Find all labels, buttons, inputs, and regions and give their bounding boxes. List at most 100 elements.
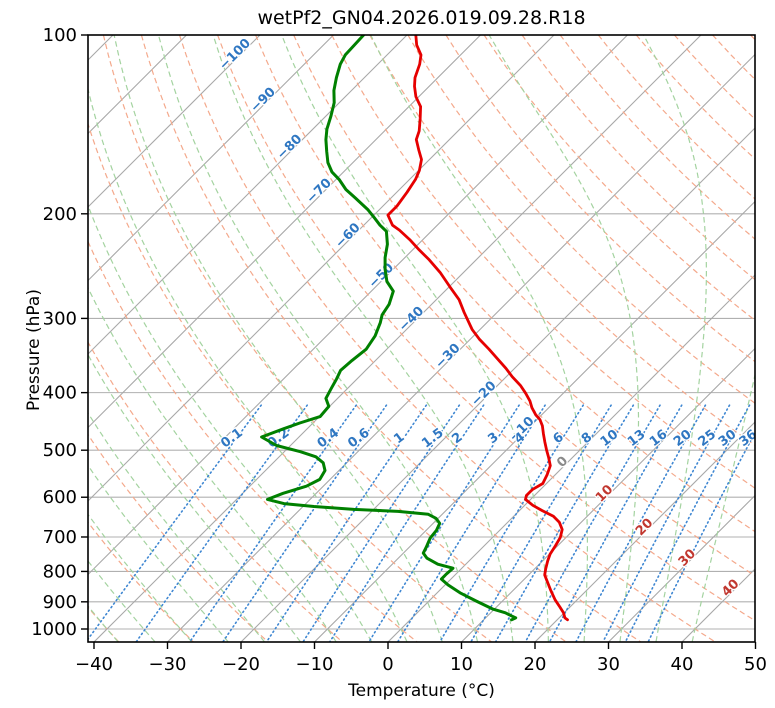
moist-adiabat-line [88, 464, 229, 642]
mixing-ratio-line [524, 404, 661, 642]
mixing-ratio-line [439, 404, 585, 642]
y-tick-label: 300 [43, 308, 77, 329]
moist-adiabat-line [281, 35, 549, 642]
x-tick-label: −40 [75, 654, 113, 675]
isotherm-label: −30 [433, 341, 464, 372]
dry-adiabat-line [483, 35, 755, 322]
dry-adiabat-line [102, 35, 567, 642]
y-axis-label: Pressure (hPa) [24, 289, 44, 411]
isotherm-line [240, 127, 755, 642]
x-tick-label: −20 [222, 654, 260, 675]
moist-adiabat-line [643, 35, 708, 642]
isotherm-line [88, 35, 408, 355]
isotherm-line [756, 35, 775, 642]
y-tick-label: 100 [43, 25, 77, 46]
dry-adiabat-line [140, 35, 642, 642]
mixing-ratio-line [135, 404, 309, 642]
isotherm-label: −90 [248, 85, 279, 116]
dry-adiabat-line [369, 35, 755, 447]
dewpoint-curve [260, 35, 518, 622]
moist-adiabat-line [488, 35, 640, 642]
isotherm-label: −100 [217, 36, 254, 73]
moist-adiabat-line [88, 605, 119, 642]
y-tick-label: 900 [43, 592, 77, 613]
x-axis-label: Temperature (°C) [348, 681, 495, 701]
x-tick-label: 20 [524, 654, 547, 675]
mixing-ratio-label: 13 [625, 427, 648, 450]
dry-adiabat-line [521, 35, 755, 281]
isotherm-line [88, 35, 628, 576]
mixing-ratio-line [189, 404, 358, 642]
moist-adiabat-line [88, 203, 373, 642]
dry-adiabat-line [217, 35, 755, 622]
isotherm-line [88, 35, 334, 282]
dry-adiabat-line [559, 35, 755, 240]
moist-adiabat-line [113, 35, 443, 642]
dry-adiabat-line [88, 341, 343, 642]
y-tick-label: 600 [43, 487, 77, 508]
moist-adiabat-line [88, 411, 265, 642]
isotherm-line [461, 347, 755, 642]
plot-area: −100−90−80−70−60−50−40−30−20−10010203040… [0, 35, 775, 642]
mixing-ratio-label: 3 [485, 430, 501, 447]
isotherm-line [93, 35, 702, 642]
mixing-ratio-label: 16 [647, 427, 670, 450]
dry-adiabat-line [88, 606, 120, 642]
mixing-ratio-line [602, 404, 731, 642]
dry-adiabat-line [407, 35, 755, 404]
moist-adiabat-line [88, 513, 192, 642]
moist-adiabat-line [157, 35, 479, 642]
isotherm-line [88, 35, 261, 208]
mixing-ratio-line [88, 404, 263, 641]
dry-adiabat-line [293, 35, 755, 533]
isotherm-label: 30 [676, 546, 699, 569]
dry-adiabat-line [88, 433, 269, 642]
mixing-ratio-label: 2 [449, 430, 465, 447]
isotherm-line [534, 421, 755, 642]
isotherm-label: 0 [554, 454, 571, 471]
y-tick-label: 1000 [31, 619, 77, 640]
chart-title: wetPf2_GN04.2026.019.09.28.R18 [257, 7, 586, 29]
dry-adiabat-line [88, 240, 418, 642]
mixing-ratio-label: 0.1 [218, 426, 245, 452]
isotherm-label: −80 [274, 132, 305, 163]
mixing-ratio-line [397, 404, 546, 642]
y-tick-label: 400 [43, 383, 77, 404]
mixing-ratio-label: 0.6 [345, 426, 372, 452]
x-tick-label: 30 [597, 654, 620, 675]
x-tick-label: −10 [296, 654, 334, 675]
isotherm-label: −60 [333, 220, 364, 251]
mixing-ratio-label: 20 [671, 427, 694, 450]
x-tick-label: −30 [149, 654, 187, 675]
isotherm-line [608, 494, 755, 642]
mixing-ratio-line [329, 404, 485, 642]
temperature-curve [386, 35, 569, 622]
isotherm-line [88, 35, 481, 429]
mixing-ratio-label: 10 [598, 427, 621, 450]
mixing-ratio-line [624, 404, 751, 642]
moist-adiabat-line [691, 372, 755, 642]
y-tick-label: 200 [43, 204, 77, 225]
isotherm-label: 40 [719, 577, 742, 600]
isotherm-label: −70 [304, 176, 335, 207]
moist-adiabat-line [0, 35, 7, 642]
moist-adiabat-line [88, 353, 301, 642]
mixing-ratio-line [647, 431, 755, 642]
y-tick-label: 700 [43, 527, 77, 548]
mixing-ratio-label: 6 [550, 430, 566, 447]
dry-adiabat-line [331, 35, 755, 489]
mixing-ratio-line [265, 404, 428, 642]
isotherm-label: −50 [366, 260, 397, 291]
isotherm-line [314, 200, 755, 642]
dry-adiabat-line [750, 35, 755, 41]
mixing-ratio-label: 8 [579, 430, 595, 447]
isotherm-line [167, 53, 755, 642]
mixing-ratio-line [222, 404, 388, 642]
x-tick-label: 0 [382, 654, 393, 675]
mixing-ratio-line [302, 404, 461, 642]
dry-adiabat-line [255, 35, 755, 577]
isotherm-line [88, 35, 555, 502]
x-tick-label: 50 [744, 654, 767, 675]
mixing-ratio-line [470, 404, 612, 642]
